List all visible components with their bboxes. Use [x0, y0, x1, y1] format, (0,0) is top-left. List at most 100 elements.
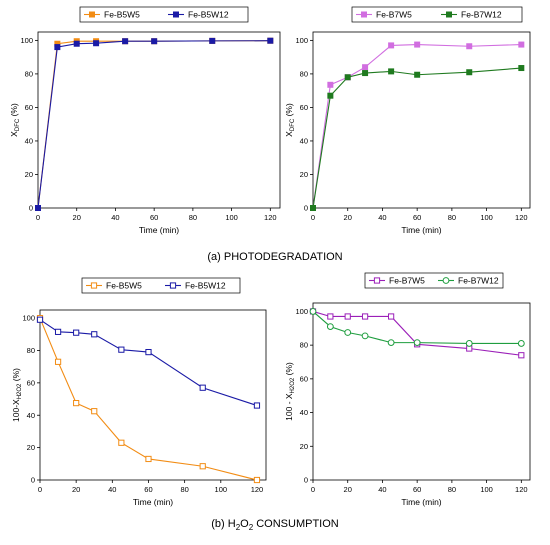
y-tick-label: 80 — [27, 346, 35, 355]
plot-frame — [312, 302, 531, 481]
plot-frame — [312, 31, 531, 209]
y-axis-label-main: X — [284, 131, 294, 137]
data-point — [326, 323, 334, 331]
data-point — [73, 40, 80, 47]
y-tick-label: 100 — [295, 36, 308, 45]
chart-b-left: 0 20 40 60 80 100 120 0 20 40 60 80 100 Time (min) 100… — [11, 277, 267, 507]
caption-photodegradation-text: (a) PHOTODEGRADATION — [207, 251, 343, 263]
x-tick-label: 80 — [189, 213, 197, 222]
legend-marker — [373, 277, 381, 284]
chart-a-right: 0 20 40 60 80 100 120 0 20 40 60 80 100 Time (min) XDF… — [284, 6, 531, 235]
data-point — [267, 37, 274, 44]
data-point — [151, 38, 158, 45]
data-point — [118, 439, 125, 446]
data-point — [91, 408, 98, 415]
data-point — [199, 384, 206, 391]
y-axis-label-unit: (%) — [284, 103, 294, 119]
series-Fe-B7W12 — [309, 65, 525, 211]
data-point — [388, 313, 395, 320]
x-tick-label: 120 — [515, 485, 528, 494]
data-point — [465, 340, 473, 347]
caption-h2o2-prefix: (b) H — [211, 518, 236, 530]
y-tick-label: 0 — [29, 204, 33, 213]
legend: Fe-B7W5 Fe-B7W12 — [351, 6, 523, 23]
x-tick-label: 20 — [344, 213, 352, 222]
legend-marker — [169, 282, 177, 289]
data-point — [518, 352, 525, 359]
data-point — [518, 65, 525, 72]
legend-marker — [90, 282, 98, 289]
y-axis-label-unit: (%) — [11, 368, 21, 384]
x-tick-label: 100 — [480, 485, 493, 494]
y-tick-label: 100 — [22, 314, 35, 323]
x-tick-label: 0 — [38, 485, 42, 494]
legend: Fe-B5W5 Fe-B5W12 — [79, 6, 249, 23]
data-point — [344, 329, 352, 336]
legend-label: Fe-B5W5 — [106, 281, 142, 291]
y-tick-label: 40 — [300, 137, 308, 146]
x-tick-label: 0 — [36, 213, 40, 222]
data-point — [54, 328, 62, 335]
x-tick-label: 20 — [72, 485, 80, 494]
y-axis-label-main: X — [9, 131, 19, 137]
x-tick-label: 120 — [515, 213, 528, 222]
data-point — [35, 204, 42, 211]
y-tick-label: 0 — [304, 204, 308, 213]
legend-marker — [89, 11, 96, 18]
series-line — [39, 317, 258, 481]
y-axis-label-sub: H2O2 — [17, 383, 23, 399]
x-axis-label: Time (min) — [133, 497, 173, 507]
y-tick-label: 0 — [304, 476, 308, 485]
y-axis-label-sub: DFC — [290, 118, 296, 131]
data-point — [344, 74, 351, 81]
x-tick-label: 60 — [150, 213, 158, 222]
data-point — [388, 42, 395, 49]
x-tick-label: 100 — [480, 213, 493, 222]
y-tick-label: 100 — [295, 307, 308, 316]
data-point — [253, 476, 261, 484]
data-point — [73, 329, 80, 336]
legend-label: Fe-B7W12 — [461, 10, 502, 20]
x-tick-label: 40 — [378, 213, 386, 222]
legend-label: Fe-B5W12 — [188, 10, 229, 20]
y-axis-label-sub: H2O2 — [290, 377, 296, 393]
x-tick-label: 40 — [111, 213, 119, 222]
data-point — [387, 339, 395, 347]
series-line — [312, 44, 522, 209]
data-point — [122, 38, 129, 45]
x-tick-label: 40 — [108, 485, 116, 494]
y-tick-label: 80 — [25, 70, 33, 79]
y-axis-label: 100 - XH2O2 (%) — [284, 362, 296, 421]
data-point — [362, 70, 369, 77]
y-tick-label: 100 — [20, 36, 33, 45]
data-point — [209, 37, 216, 44]
x-tick-label: 80 — [180, 485, 188, 494]
data-point — [309, 204, 316, 211]
series-Fe-B5W12 — [35, 37, 274, 211]
chart-a-left: 0 20 40 60 80 100 120 0 20 40 60 80 100 Time (min) XDF… — [9, 6, 281, 235]
data-point — [54, 44, 61, 51]
legend-marker — [172, 11, 179, 18]
legend-box — [351, 6, 523, 23]
y-tick-label: 60 — [27, 378, 35, 387]
series-Fe-B5W5 — [35, 37, 274, 211]
y-tick-label: 20 — [27, 443, 35, 452]
data-point — [91, 331, 98, 338]
data-point — [93, 40, 100, 47]
y-axis-label-main: 100-X — [11, 399, 21, 422]
y-axis-label-sub: DFC — [15, 118, 21, 131]
data-point — [54, 358, 62, 365]
data-point — [414, 41, 421, 48]
data-point — [327, 313, 334, 320]
x-tick-label: 100 — [215, 485, 228, 494]
data-point — [309, 308, 317, 315]
caption-h2o2-suffix: CONSUMPTION — [253, 518, 339, 530]
y-axis-label-unit: (%) — [9, 103, 19, 119]
legend-marker — [445, 11, 452, 18]
y-axis-label: XDFC (%) — [9, 103, 21, 137]
y-tick-label: 80 — [300, 341, 308, 350]
y-tick-label: 20 — [300, 170, 308, 179]
data-point — [362, 64, 369, 71]
data-point — [466, 69, 473, 76]
series-line — [37, 40, 271, 209]
